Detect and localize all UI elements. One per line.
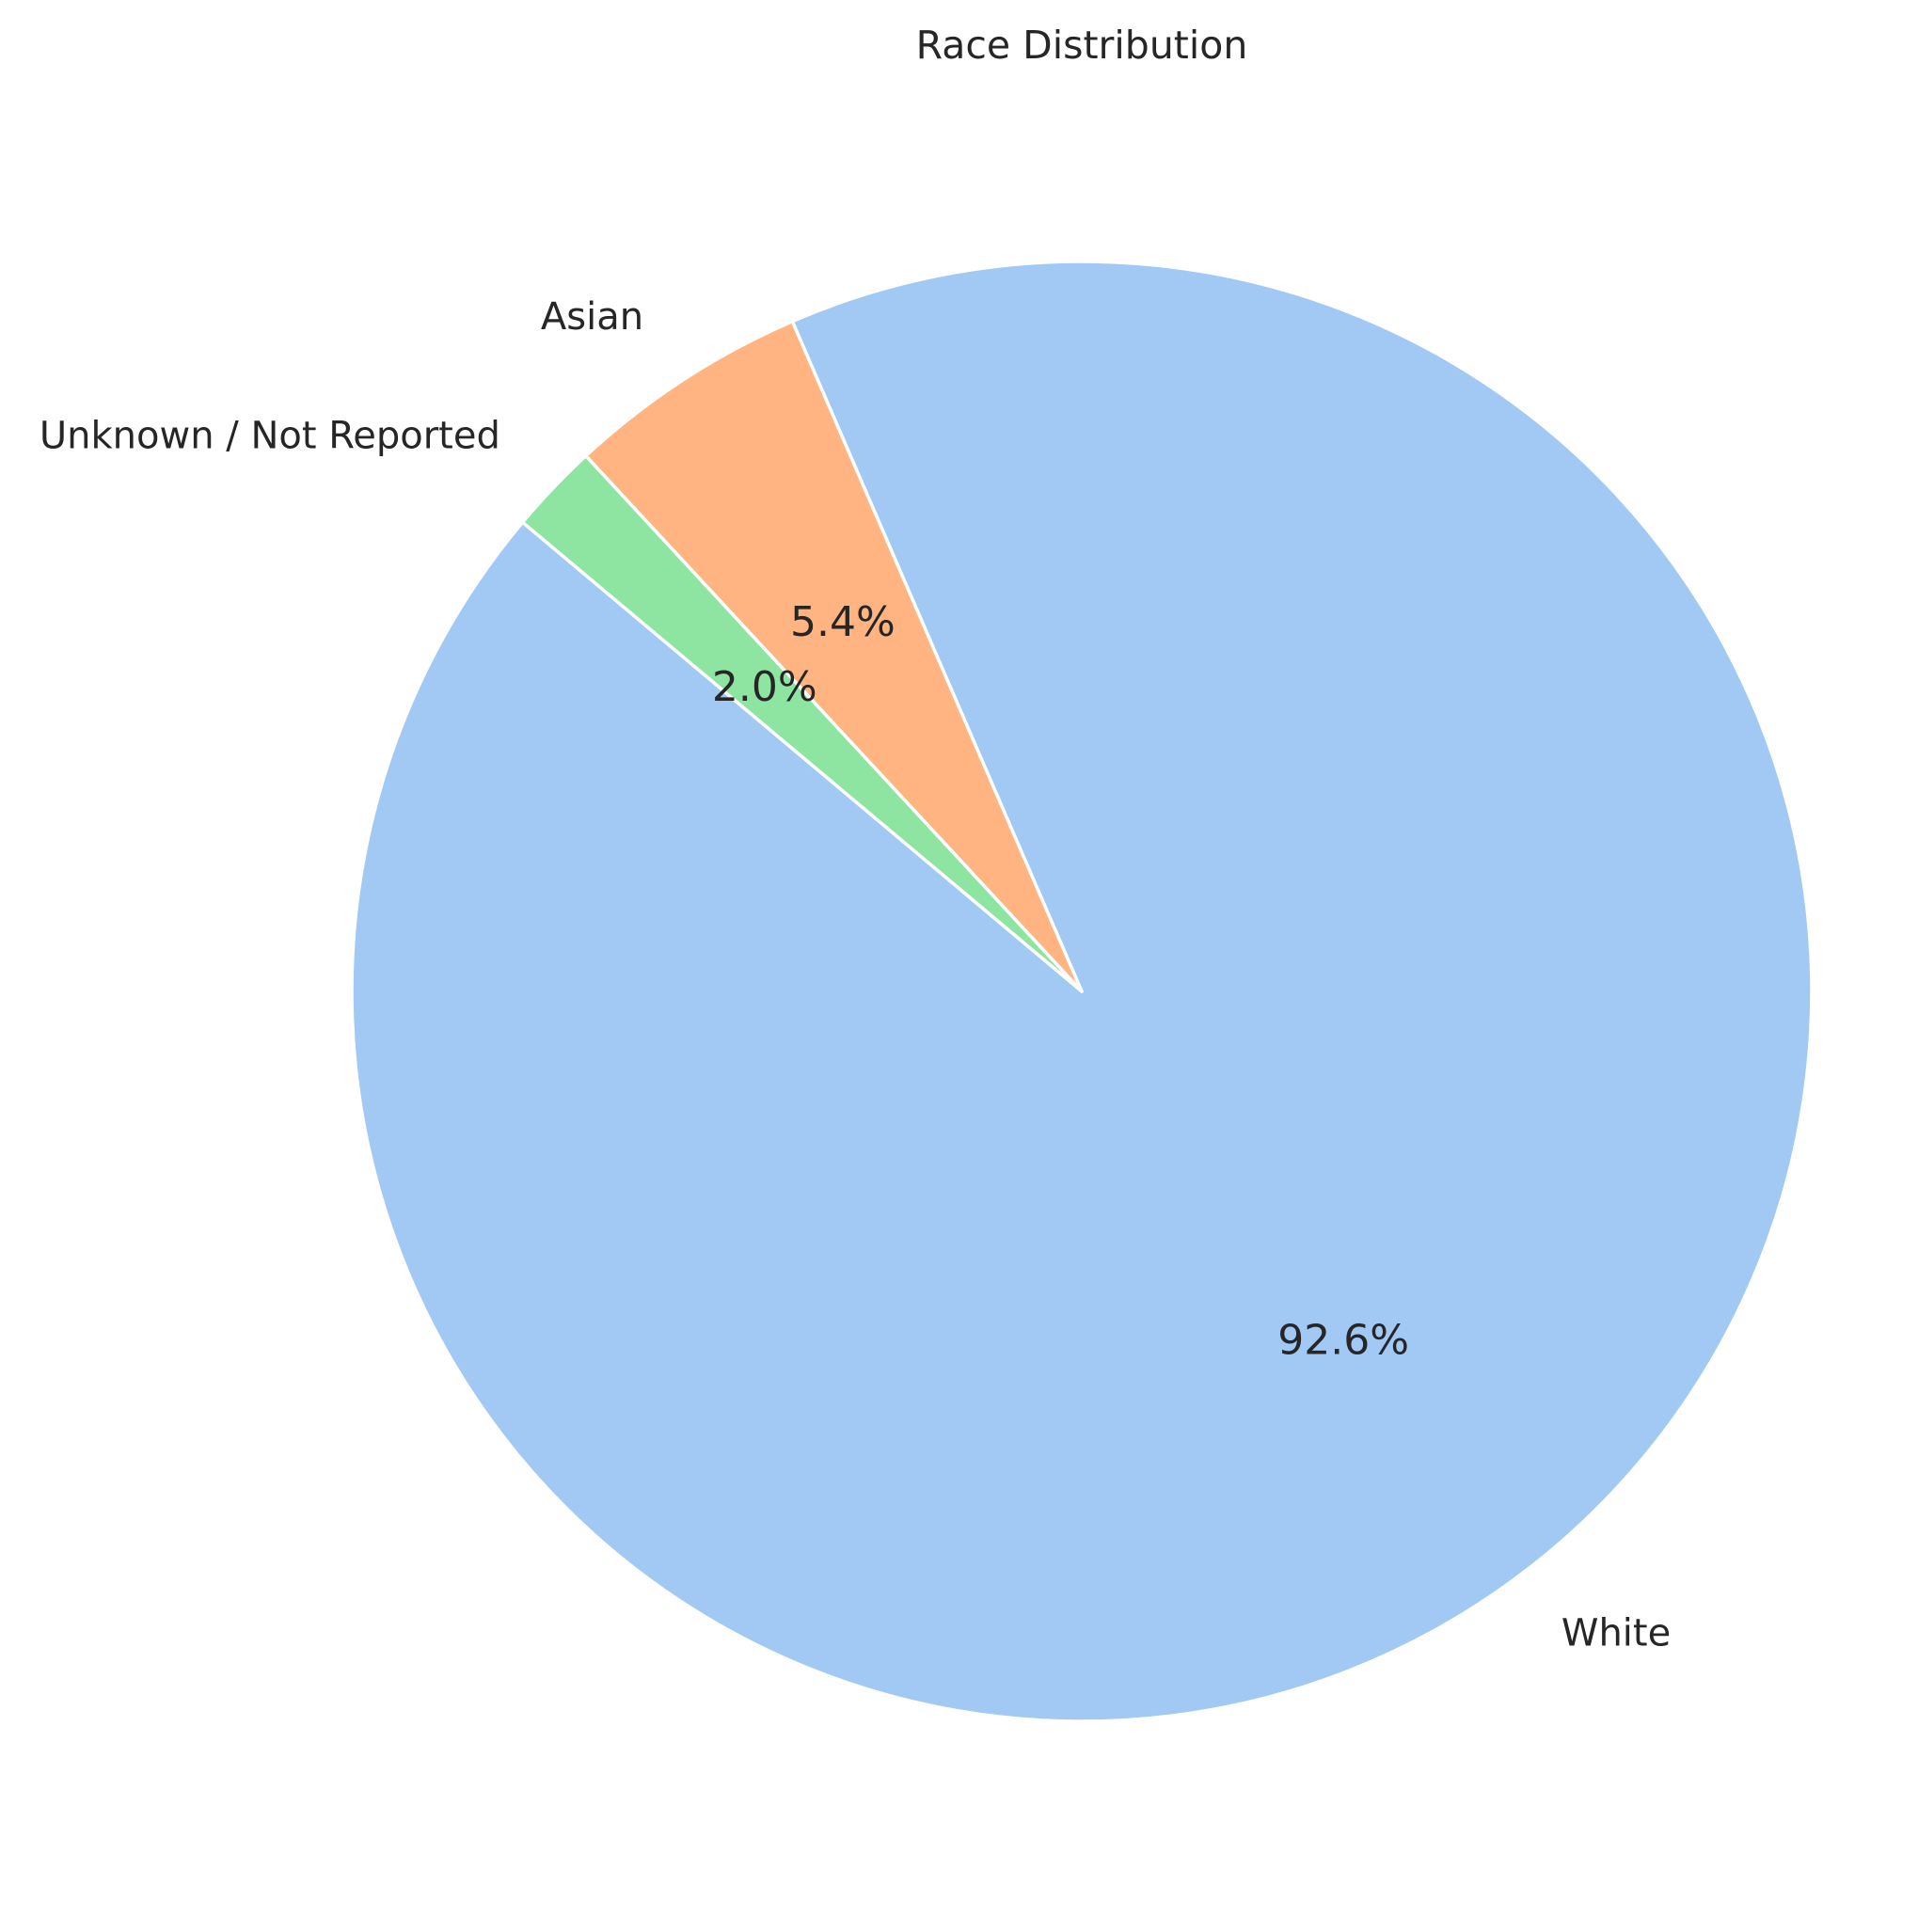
slice-label: Asian xyxy=(541,295,643,339)
slice-percentage-label: 2.0% xyxy=(712,663,817,711)
slice-percentage-label: 92.6% xyxy=(1277,1316,1409,1364)
pie-slice-asian xyxy=(584,319,1084,993)
slice-percentage-label: 5.4% xyxy=(790,598,896,646)
chart-title: Race Distribution xyxy=(916,23,1248,68)
slice-label: White xyxy=(1561,1612,1671,1655)
pie-slices xyxy=(350,260,1814,1723)
pie-labels: White 92.6% Asian 5.4% Unknown / Not Reporte… xyxy=(40,295,1671,1655)
pie-slice-unknown-not-reported xyxy=(520,453,1084,993)
slice-label: Unknown / Not Reported xyxy=(40,414,500,457)
